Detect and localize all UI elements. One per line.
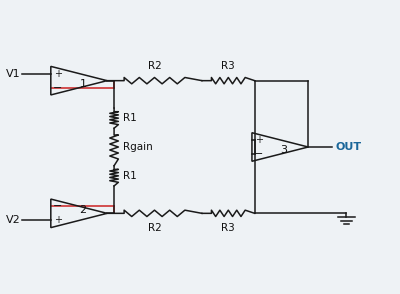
Text: 1: 1 [79,78,86,88]
Text: 3: 3 [280,145,288,155]
Text: +: + [54,69,62,78]
Text: −: − [53,83,62,93]
Text: Rgain: Rgain [123,142,152,152]
Text: R2: R2 [148,61,161,71]
Text: R1: R1 [123,113,136,123]
Text: R3: R3 [222,61,235,71]
Text: OUT: OUT [336,142,362,152]
Text: V1: V1 [6,69,20,78]
Text: R3: R3 [222,223,235,233]
Text: V2: V2 [6,216,20,225]
Text: +: + [54,216,62,225]
Text: R2: R2 [148,223,161,233]
Text: R1: R1 [123,171,136,181]
Text: 2: 2 [79,206,86,216]
Text: −: − [53,201,62,211]
Text: −: − [254,149,264,159]
Text: +: + [255,135,263,145]
